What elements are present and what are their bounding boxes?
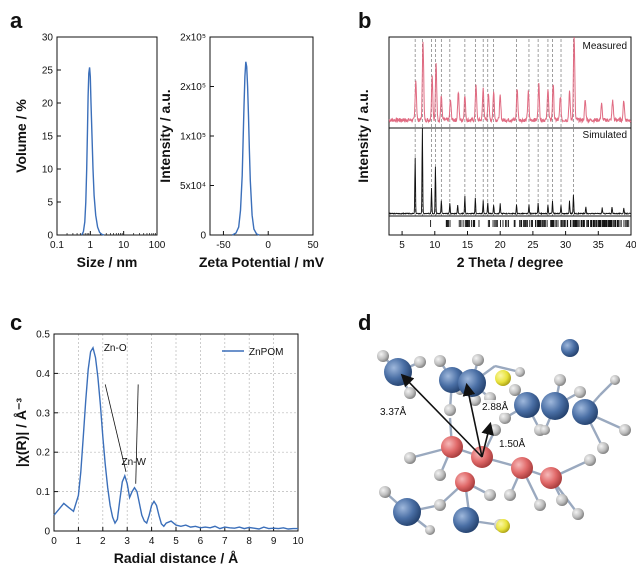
y-axis-title: Volume / % xyxy=(13,99,29,173)
x-tick-label: 10 xyxy=(118,240,130,251)
y-tick-label: 1x10⁵ xyxy=(180,132,206,143)
annotation: Zn-W xyxy=(122,457,147,468)
y-axis-title: |χ(R)| / Å⁻³ xyxy=(13,398,29,467)
x-tick-label: 25 xyxy=(527,240,539,251)
series-line-simulated xyxy=(388,127,632,216)
x-axis-title: 2 Theta / degree xyxy=(457,254,564,270)
x-tick-label: 35 xyxy=(593,240,605,251)
x-tick-label: 3 xyxy=(124,536,130,547)
series-line xyxy=(53,346,298,530)
x-tick-label: 50 xyxy=(307,240,319,251)
y-tick-label: 2x10⁵ xyxy=(180,33,206,44)
x-tick-label: 30 xyxy=(560,240,572,251)
x-tick-label: 10 xyxy=(292,536,304,547)
series-line xyxy=(81,67,105,236)
legend-label: ZnPOM xyxy=(249,347,283,358)
series-line-measured xyxy=(388,37,632,124)
y-tick-label: 20 xyxy=(42,99,54,110)
x-tick-label: 15 xyxy=(462,240,474,251)
x-axis-title: Size / nm xyxy=(77,254,138,270)
yellow-atom xyxy=(496,519,510,533)
distance-label: 3.37Å xyxy=(380,405,406,418)
x-axis-title: Radial distance / Å xyxy=(114,550,238,566)
y-axis-title: Intensity / a.u. xyxy=(355,89,371,182)
x-tick-label: 2 xyxy=(100,536,106,547)
x-tick-label: 10 xyxy=(429,240,441,251)
distance-label: 2.88Å xyxy=(482,400,508,413)
x-tick-label: 40 xyxy=(625,240,636,251)
x-tick-label: 9 xyxy=(271,536,277,547)
x-tick-label: 20 xyxy=(495,240,507,251)
y-tick-label: 0.3 xyxy=(36,408,50,419)
y-tick-label: 5 xyxy=(47,198,53,209)
y-tick-label: 30 xyxy=(42,33,54,44)
annotation-leader xyxy=(104,384,127,472)
y-tick-label: 0.5 xyxy=(36,330,50,341)
series-label: Measured xyxy=(583,41,627,52)
plot-frame xyxy=(388,36,632,236)
zeta-potential-chart: -50 0 50 0 5x10⁴ 1x10⁵ 2x10⁵ 2x10⁵ Zeta Potentia… xyxy=(157,33,325,271)
x-tick-label: 7 xyxy=(222,536,228,547)
x-tick-label: 100 xyxy=(149,240,166,251)
panel-letter-a: a xyxy=(10,8,23,33)
x-tick-label: -50 xyxy=(216,240,231,251)
distance-arrows xyxy=(400,373,494,458)
yellow-atom xyxy=(495,370,511,386)
x-tick-label: 5 xyxy=(399,240,405,251)
y-tick-label: 2x10⁵ xyxy=(180,82,206,93)
x-axis-title: Zeta Potential / mV xyxy=(199,254,325,270)
y-tick-label: 0.1 xyxy=(36,487,50,498)
series-line xyxy=(232,61,260,236)
panel-letter-c: c xyxy=(10,310,22,335)
annotation: Zn-O xyxy=(104,343,127,354)
gray-atoms xyxy=(377,350,631,535)
x-tick-label: 4 xyxy=(149,536,155,547)
plot-frame xyxy=(209,36,314,236)
dls-size-chart: 0.1 1 10 100 0 5 10 15 20 25 30 Size / nm Volume / % xyxy=(13,33,166,271)
y-tick-label: 0 xyxy=(44,527,50,538)
x-tick-label: 8 xyxy=(246,536,252,547)
x-tick-label: 5 xyxy=(173,536,179,547)
x-tick-label: 0 xyxy=(265,240,271,251)
y-tick-label: 5x10⁴ xyxy=(180,181,206,192)
y-tick-label: 0 xyxy=(200,231,206,242)
y-tick-label: 0.2 xyxy=(36,448,50,459)
x-tick-label: 0.1 xyxy=(50,240,64,251)
y-axis-title: Intensity / a.u. xyxy=(157,89,173,182)
xrd-pattern-chart: 5 10 15 20 25 30 35 40 2 Theta / degree Intensity… xyxy=(355,36,636,270)
y-tick-label: 15 xyxy=(42,132,54,143)
y-tick-label: 0.4 xyxy=(36,369,50,380)
x-tick-label: 0 xyxy=(51,536,57,547)
panel-letter-d: d xyxy=(358,310,371,335)
y-tick-label: 0 xyxy=(47,231,53,242)
x-tick-label: 1 xyxy=(76,536,82,547)
y-tick-label: 25 xyxy=(42,66,54,77)
plot-frame xyxy=(56,36,158,236)
exafs-chart: 0 1 2 3 4 5 6 7 8 9 10 0 0.1 0.2 0.3 0.4 0.5 Radial dista… xyxy=(13,330,304,567)
x-tick-label: 6 xyxy=(198,536,204,547)
distance-label: 1.50Å xyxy=(499,437,525,450)
y-tick-label: 10 xyxy=(42,165,54,176)
annotation-leader xyxy=(135,384,139,484)
series-label: Simulated xyxy=(583,130,627,141)
crystal-structure-illustration: 3.37Å 2.88Å 1.50Å xyxy=(377,339,631,535)
x-tick-label: 1 xyxy=(88,240,94,251)
panel-letter-b: b xyxy=(358,8,371,33)
